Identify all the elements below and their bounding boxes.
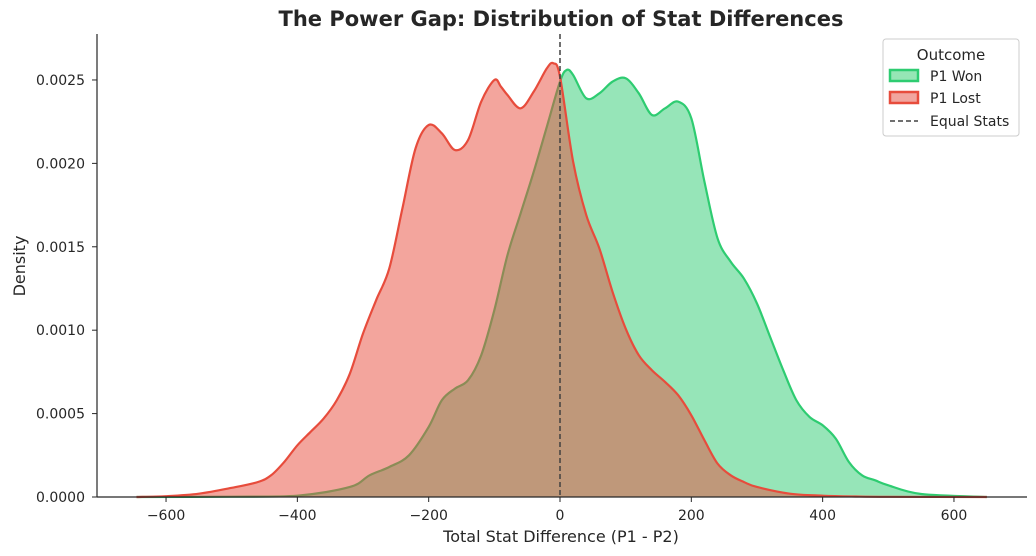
x-axis-label: Total Stat Difference (P1 - P2) xyxy=(442,527,679,546)
x-tick-label: 0 xyxy=(556,508,565,524)
legend-swatch-p1-lost xyxy=(888,90,920,105)
x-tick-label: 200 xyxy=(678,508,705,524)
plot-area xyxy=(136,34,987,499)
y-tick-label: 0.0000 xyxy=(36,490,85,506)
axis-ticks: −600 −400 −200 0 200 400 600 0.0000 0.0005 0.0010… xyxy=(36,73,967,524)
chart-title: The Power Gap: Distribution of Stat Diff… xyxy=(279,7,844,31)
axes xyxy=(96,34,1027,498)
legend-label-equal-stats: Equal Stats xyxy=(930,114,1009,130)
legend-label-p1-lost: P1 Lost xyxy=(930,91,981,107)
x-tick-label: 600 xyxy=(941,508,968,524)
y-axis-label: Density xyxy=(10,236,29,297)
legend-title: Outcome xyxy=(917,46,985,64)
y-tick-label: 0.0020 xyxy=(36,156,85,172)
x-tick-label: 400 xyxy=(809,508,836,524)
density-line-p1-lost xyxy=(136,61,987,499)
x-tick-label: −600 xyxy=(147,508,185,524)
legend-swatch-p1-won xyxy=(888,68,920,83)
x-tick-label: −200 xyxy=(409,508,447,524)
y-tick-label: 0.0010 xyxy=(36,323,85,339)
legend: Outcome P1 Won P1 Lost Equal Stats xyxy=(882,38,1020,137)
y-tick-label: 0.0015 xyxy=(36,240,85,256)
x-tick-label: −400 xyxy=(278,508,316,524)
density-area-p1-lost xyxy=(136,62,987,498)
y-tick-label: 0.0005 xyxy=(36,407,85,423)
legend-box xyxy=(882,38,1020,137)
legend-label-p1-won: P1 Won xyxy=(930,69,982,85)
y-tick-label: 0.0025 xyxy=(36,73,85,89)
